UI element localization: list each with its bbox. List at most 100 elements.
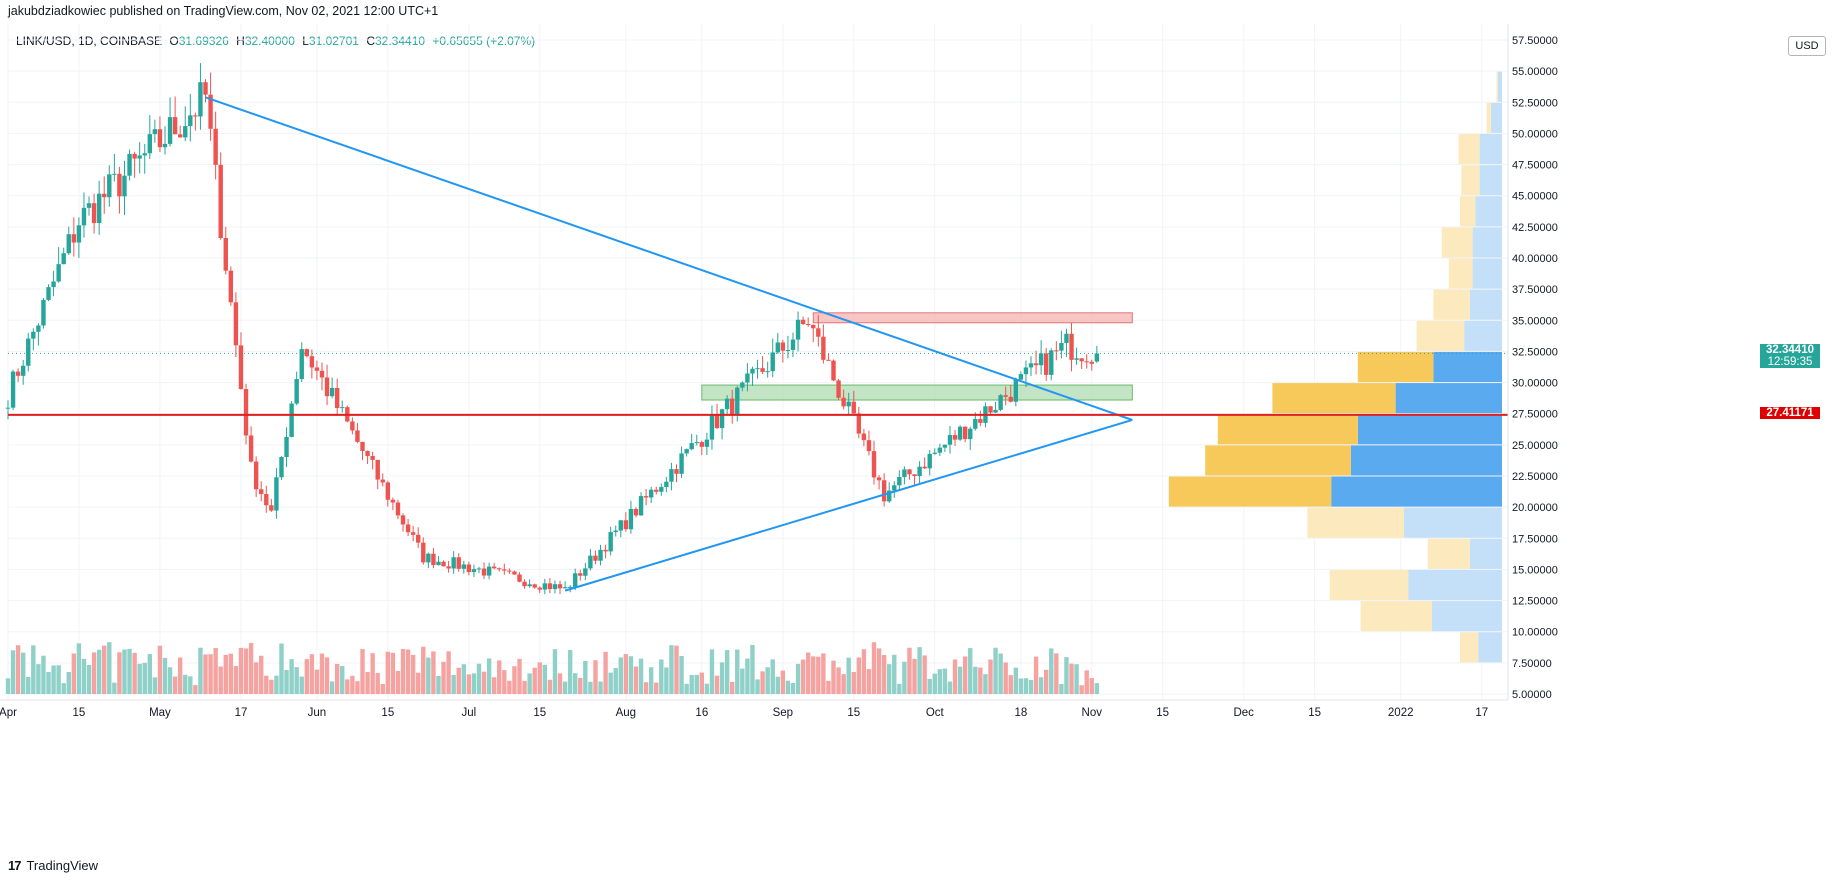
volume-bar <box>957 666 963 694</box>
candle-body <box>932 452 937 454</box>
time-axis[interactable]: Apr 15 May 17 Jun 15 Jul 15 Aug 16 Sep 15 Oct 18 Nov 15… <box>0 699 1508 719</box>
volume-profile-up-bar <box>1490 102 1502 133</box>
volume-bar <box>973 666 978 694</box>
candle-body <box>1089 361 1094 364</box>
volume-bar <box>633 666 639 694</box>
volume-bar <box>1054 653 1059 694</box>
volume-bar <box>932 673 937 694</box>
volume-bar <box>324 657 330 694</box>
candle-body <box>876 477 882 481</box>
volume-bar <box>20 652 26 694</box>
volume-bar <box>345 679 350 694</box>
volume-profile-down-bar <box>1433 289 1470 320</box>
candle-body <box>745 373 750 383</box>
volume-profile-up-bar <box>1497 71 1502 102</box>
volume-bar <box>1044 669 1049 694</box>
volume-profile-up-bar <box>1469 289 1502 320</box>
volume-bar <box>41 655 46 694</box>
volume-bar <box>486 658 492 694</box>
candle-body <box>426 553 431 563</box>
volume-profile-down-bar <box>1360 601 1432 632</box>
candle-body <box>10 371 16 408</box>
candle-body <box>324 377 330 397</box>
volume-bar <box>745 658 750 694</box>
candle-body <box>203 82 208 95</box>
volume-bar <box>1013 667 1019 694</box>
candle-body <box>395 502 401 516</box>
volume-bar <box>608 672 613 694</box>
volume-bar <box>618 657 623 694</box>
candle-body <box>962 426 968 440</box>
candle-body <box>405 524 411 533</box>
volume-bar <box>542 664 548 694</box>
volume-bar <box>31 645 36 694</box>
time-tick-label: 15 <box>381 707 394 719</box>
volume-bar <box>5 678 11 694</box>
price-tick-label: 42.50000 <box>1512 222 1558 234</box>
candle-body <box>15 371 21 376</box>
candle-body <box>471 569 477 573</box>
price-tick-label: 55.00000 <box>1512 66 1558 78</box>
volume-bar <box>719 662 725 694</box>
volume-bar <box>112 682 117 694</box>
candle-body <box>638 496 644 516</box>
volume-profile-up-bar <box>1469 538 1502 569</box>
volume-bar <box>816 656 821 694</box>
candle-body <box>846 401 851 407</box>
volume-profile-down-bar <box>1217 414 1358 445</box>
volume-bar <box>380 683 385 694</box>
candle-body <box>821 336 826 360</box>
candle-body <box>719 409 725 429</box>
volume-bar <box>431 651 436 694</box>
candle-body <box>71 234 77 243</box>
candle-body <box>851 401 856 414</box>
volume-bar <box>770 659 775 694</box>
candle-body <box>805 324 811 326</box>
volume-bar <box>497 660 502 694</box>
volume-bar <box>274 675 279 694</box>
candle-body <box>51 281 56 288</box>
volume-bar <box>613 668 618 694</box>
candle-body <box>740 382 745 388</box>
candle-body <box>694 442 699 444</box>
volume-bar <box>117 652 122 694</box>
volume-profile-up-bar <box>1472 258 1502 289</box>
volume-bar <box>775 676 780 694</box>
volume-bar <box>162 657 168 694</box>
price-chart[interactable]: 57.50000 55.00000 52.50000 50.00000 47.50000… <box>0 24 1834 854</box>
candle-body <box>816 328 821 337</box>
candle-body <box>942 444 948 448</box>
low-value: 31.02701 <box>308 34 359 48</box>
footer-brand[interactable]: 17 TradingView <box>8 858 98 873</box>
volume-bar <box>46 672 51 694</box>
candle-body <box>309 356 315 368</box>
currency-label[interactable]: USD <box>1788 36 1826 56</box>
volume-bar <box>441 661 446 694</box>
candle-body <box>243 389 249 436</box>
price-zones <box>701 312 1133 401</box>
candle-body <box>841 397 846 407</box>
volume-bar <box>785 680 791 694</box>
candle-body <box>183 126 188 138</box>
volume-bar <box>334 663 340 694</box>
volume-bar <box>1003 662 1008 694</box>
candle-body <box>628 508 634 530</box>
volume-bar <box>461 664 466 694</box>
volume-bar <box>142 662 147 694</box>
candle-body <box>881 480 887 502</box>
volume-bar <box>481 671 487 694</box>
candle-body <box>937 447 943 453</box>
volume-bar <box>1094 683 1100 694</box>
candle-body <box>279 457 284 478</box>
volume-bar <box>978 667 983 694</box>
candle-body <box>573 573 578 587</box>
candle-body <box>142 153 147 156</box>
candle-body <box>319 370 325 378</box>
candle-body <box>811 324 816 329</box>
price-axis[interactable]: 57.50000 55.00000 52.50000 50.00000 47.50000… <box>1507 24 1558 701</box>
price-tick-label: 7.50000 <box>1512 658 1552 670</box>
volume-bar <box>436 675 441 694</box>
volume-bar <box>578 677 583 694</box>
volume-bar <box>238 647 244 694</box>
candle-body <box>902 469 907 478</box>
